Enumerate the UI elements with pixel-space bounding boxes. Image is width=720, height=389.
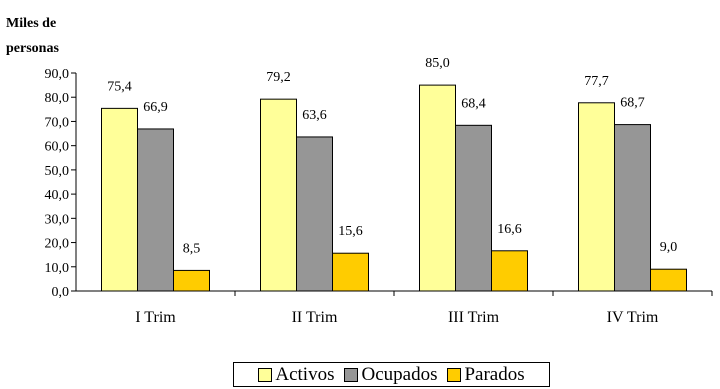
x-tick-label: III Trim [448, 309, 500, 326]
y-tick-label: 10,0 [45, 261, 70, 276]
y-tick-label: 30,0 [45, 212, 70, 227]
legend-label-ocupados: Ocupados [361, 363, 438, 385]
bar-activos [101, 107, 138, 292]
y-tick-label: 70,0 [45, 115, 70, 130]
y-tick-label: 0,0 [52, 285, 70, 300]
legend: Activos Ocupados Parados [233, 362, 550, 387]
y-tick-label: 90,0 [45, 67, 70, 82]
bar-parados [650, 268, 687, 292]
bar-parados [332, 252, 369, 292]
y-tick-label: 60,0 [45, 140, 70, 155]
bar-activos [578, 102, 615, 292]
data-label: 16,6 [497, 222, 522, 237]
y-axis-title-line-1: Miles de [6, 16, 57, 31]
legend-swatch-ocupados [344, 367, 359, 382]
data-label: 15,6 [338, 224, 363, 239]
legend-swatch-activos [258, 367, 273, 382]
data-label: 68,4 [461, 96, 486, 111]
y-axis-title-line-2: personas [6, 41, 59, 56]
bar-ocupados [137, 128, 174, 292]
bar-ocupados [455, 124, 492, 292]
legend-item-activos: Activos [258, 364, 334, 386]
data-label: 77,7 [584, 74, 609, 89]
data-label: 63,6 [302, 108, 327, 123]
bar-activos [419, 84, 456, 292]
y-tick-label: 80,0 [45, 91, 70, 106]
x-tick-label: II Trim [292, 309, 338, 326]
legend-item-ocupados: Ocupados [344, 364, 437, 386]
data-label: 75,4 [107, 79, 132, 94]
legend-swatch-parados [447, 367, 462, 382]
data-label: 66,9 [143, 100, 168, 115]
bar-chart: 0,0 10,0 20,0 30,0 40,0 50,0 60,0 70,0 80,0 90,0 7… [45, 56, 713, 326]
data-label: 68,7 [620, 96, 645, 111]
y-tick-label: 20,0 [45, 237, 70, 252]
data-label: 79,2 [266, 70, 291, 85]
bar-parados [173, 269, 210, 292]
legend-label-parados: Parados [464, 363, 525, 385]
bar-activos [260, 98, 297, 292]
y-tick-label: 50,0 [45, 164, 70, 179]
data-label: 9,0 [660, 240, 678, 255]
data-label: 85,0 [425, 56, 450, 71]
y-tick-label: 40,0 [45, 188, 70, 203]
bar-parados [491, 250, 528, 292]
bar-ocupados [614, 124, 651, 292]
x-tick-label: IV Trim [607, 309, 659, 326]
x-tick-label: I Trim [135, 309, 176, 326]
legend-label-activos: Activos [275, 363, 335, 385]
data-label: 8,5 [183, 241, 201, 256]
bar-ocupados [296, 136, 333, 292]
y-axis-title: Miles de personas [6, 11, 59, 61]
legend-item-parados: Parados [447, 363, 525, 386]
